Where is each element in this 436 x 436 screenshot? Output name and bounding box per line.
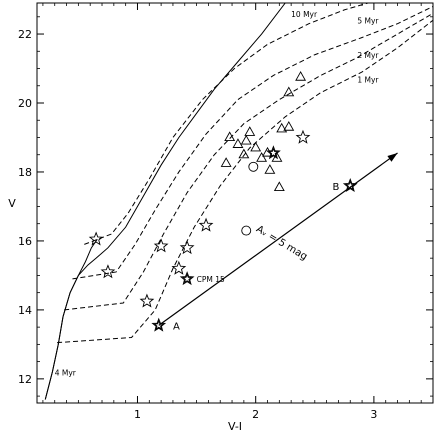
isochrone-line xyxy=(44,3,286,400)
double-star-marker-inner xyxy=(153,319,164,330)
star-marker xyxy=(171,260,187,275)
double-star-marker-inner xyxy=(181,273,193,284)
circle-marker xyxy=(248,161,259,172)
triangle-marker xyxy=(256,152,268,162)
double-star-marker xyxy=(342,178,358,193)
star-marker xyxy=(198,217,214,232)
point-annotation: A xyxy=(173,321,180,332)
triangle-marker xyxy=(238,148,250,159)
y-tick-label: 18 xyxy=(18,166,32,179)
triangle-marker xyxy=(271,152,283,162)
double-star-marker xyxy=(151,317,167,332)
isochrone-line xyxy=(72,5,433,280)
triangle-marker xyxy=(276,122,288,133)
y-tick-label: 12 xyxy=(18,373,32,386)
point-annotation: B xyxy=(333,182,340,193)
triangle-marker xyxy=(273,181,285,192)
double-star-marker-inner xyxy=(268,147,279,158)
star-marker xyxy=(100,264,116,279)
x-tick-label: 3 xyxy=(370,408,377,421)
isochrone-label: 5 Myr xyxy=(357,17,379,26)
isochrone-group xyxy=(44,3,433,400)
isochrone-label: 2 Myr xyxy=(357,51,379,60)
star-marker xyxy=(153,238,169,253)
triangle-marker xyxy=(262,146,273,157)
triangle-marker xyxy=(224,131,236,142)
star-marker xyxy=(179,240,195,255)
reddening-vector-line xyxy=(158,152,398,326)
star-marker xyxy=(139,293,155,308)
triangle-marker xyxy=(220,157,232,167)
triangle-marker xyxy=(250,141,262,152)
y-tick-label: 22 xyxy=(18,28,32,41)
isochrone-label: 10 Myr xyxy=(291,10,318,19)
y-tick-label: 16 xyxy=(18,235,32,248)
isochrone-line xyxy=(64,12,433,311)
isochrone-line xyxy=(84,3,369,245)
double-star-marker-inner xyxy=(345,180,356,191)
y-tick-label: 14 xyxy=(18,304,32,317)
isochrone-line xyxy=(57,19,433,344)
x-tick-label: 2 xyxy=(252,408,259,421)
x-tick-label: 1 xyxy=(134,408,141,421)
triangle-marker xyxy=(264,164,276,174)
reddening-vector-arrowhead xyxy=(387,153,398,162)
y-tick-label: 20 xyxy=(18,97,32,110)
x-axis-label: V-I xyxy=(228,420,242,433)
triangle-marker xyxy=(240,134,252,145)
triangle-marker xyxy=(244,126,256,136)
plot-frame xyxy=(36,2,434,404)
point-annotation: CPM 15 xyxy=(197,275,225,284)
circle-marker xyxy=(241,225,252,236)
star-marker xyxy=(88,231,104,246)
double-star-marker xyxy=(179,271,195,286)
isochrone-label: 1 Myr xyxy=(357,75,379,84)
star-marker xyxy=(295,129,311,144)
triangle-marker xyxy=(232,138,244,148)
triangle-marker xyxy=(283,86,295,97)
triangle-marker xyxy=(283,121,295,131)
y-axis-label: V xyxy=(8,197,16,210)
isochrone-label: 4 Myr xyxy=(55,368,77,377)
triangle-marker xyxy=(295,71,307,81)
